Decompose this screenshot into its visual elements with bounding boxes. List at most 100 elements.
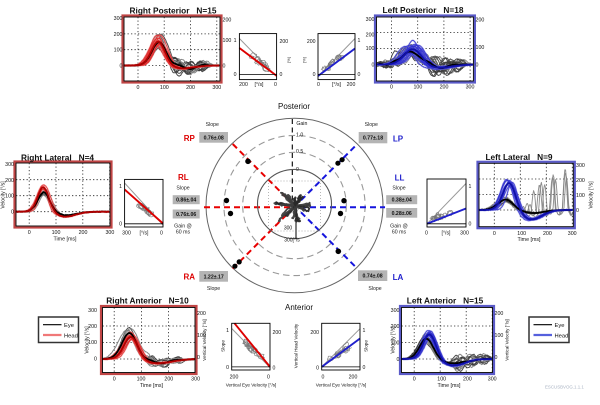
svg-text:100: 100 [160, 85, 169, 91]
svg-text:LA: LA [393, 273, 404, 282]
svg-text:Left Lateral N=9: Left Lateral N=9 [485, 152, 552, 162]
svg-text:Time [ms]: Time [ms] [140, 383, 164, 389]
svg-text:RA: RA [184, 273, 196, 282]
svg-text:300: 300 [5, 162, 14, 168]
svg-text:200: 200 [239, 82, 248, 88]
svg-text:200: 200 [230, 375, 239, 381]
svg-text:0: 0 [576, 208, 579, 214]
svg-text:100: 100 [576, 193, 585, 199]
svg-text:Slope: Slope [392, 186, 405, 192]
svg-text:LP: LP [393, 134, 404, 143]
svg-text:100: 100 [366, 46, 375, 52]
svg-text:200: 200 [307, 39, 316, 45]
svg-text:300: 300 [88, 308, 97, 314]
svg-text:Anterior: Anterior [285, 303, 313, 312]
svg-text:0: 0 [223, 64, 226, 70]
svg-text:0: 0 [313, 72, 316, 78]
svg-text:Vertical Velocity [°/s]: Vertical Velocity [°/s] [505, 319, 510, 360]
svg-text:Right Anterior N=10: Right Anterior N=10 [106, 296, 189, 306]
svg-text:100: 100 [88, 340, 97, 346]
svg-text:300: 300 [466, 85, 475, 91]
svg-text:0.38±.04: 0.38±.04 [392, 198, 412, 204]
svg-text:300: 300 [212, 85, 221, 91]
svg-text:Eye: Eye [64, 323, 74, 329]
svg-text:RL: RL [178, 173, 189, 182]
svg-text:200: 200 [79, 230, 88, 236]
svg-text:300: 300 [460, 231, 469, 237]
svg-text:200: 200 [223, 18, 232, 24]
svg-text:0: 0 [197, 355, 200, 361]
svg-text:0: 0 [425, 231, 428, 237]
svg-text:300[°/s: 300[°/s [284, 238, 300, 244]
svg-text:100: 100 [5, 194, 14, 200]
svg-text:200: 200 [273, 330, 282, 336]
svg-text:300: 300 [114, 16, 123, 22]
svg-text:Right Posterior N=15: Right Posterior N=15 [130, 6, 217, 16]
svg-text:0: 0 [317, 82, 320, 88]
svg-text:0: 0 [372, 63, 375, 69]
svg-text:[°/s]: [°/s] [442, 231, 452, 237]
svg-text:LL: LL [395, 174, 405, 183]
svg-text:200: 200 [391, 324, 400, 330]
svg-text:200: 200 [280, 39, 289, 45]
svg-text:ESCUSBVOG.1.1.1: ESCUSBVOG.1.1.1 [545, 385, 584, 390]
svg-text:300: 300 [191, 377, 200, 383]
svg-text:[%]: [%] [302, 57, 307, 63]
svg-text:60 ms: 60 ms [176, 230, 191, 236]
svg-text:1: 1 [119, 184, 122, 190]
svg-text:Slope: Slope [206, 122, 219, 128]
svg-text:Eye: Eye [555, 323, 565, 329]
svg-text:Vertical Eye Velocity [°/s]: Vertical Eye Velocity [°/s] [316, 383, 367, 388]
svg-text:1: 1 [358, 38, 361, 44]
svg-text:200: 200 [347, 82, 356, 88]
svg-text:Velocity [°/s]: Velocity [°/s] [1, 181, 7, 209]
svg-text:1.0: 1.0 [296, 133, 303, 139]
svg-text:100: 100 [413, 85, 422, 91]
svg-text:0.5: 0.5 [296, 149, 303, 155]
svg-text:300: 300 [568, 231, 577, 237]
svg-text:Velocity [°/s]: Velocity [°/s] [85, 326, 91, 354]
svg-text:0.28±.06: 0.28±.06 [392, 211, 412, 217]
svg-text:Slope: Slope [365, 122, 378, 128]
svg-text:Right Lateral N=4: Right Lateral N=4 [21, 153, 94, 163]
svg-text:0: 0 [495, 355, 498, 361]
svg-text:Gain: Gain [296, 121, 307, 127]
svg-text:0: 0 [273, 366, 276, 372]
svg-text:60 ms: 60 ms [392, 230, 407, 236]
svg-text:0: 0 [226, 365, 229, 371]
svg-text:300: 300 [122, 231, 131, 237]
svg-text:0: 0 [322, 375, 325, 381]
svg-text:Slope: Slope [368, 286, 381, 292]
svg-text:0: 0 [358, 72, 361, 78]
svg-text:0: 0 [413, 377, 416, 383]
svg-text:200: 200 [576, 178, 585, 184]
svg-text:100: 100 [197, 333, 206, 339]
svg-text:300: 300 [366, 17, 375, 23]
svg-text:Posterior: Posterior [278, 102, 310, 111]
svg-text:300: 300 [391, 308, 400, 314]
svg-text:200: 200 [495, 311, 504, 317]
svg-text:Vertical Head Velocity: Vertical Head Velocity [294, 323, 299, 368]
svg-text:200: 200 [5, 178, 14, 184]
svg-text:0: 0 [274, 82, 277, 88]
svg-text:0: 0 [267, 375, 270, 381]
svg-text:Gain @: Gain @ [390, 224, 408, 230]
svg-text:100: 100 [476, 45, 485, 51]
svg-text:0.74±.08: 0.74±.08 [363, 274, 383, 280]
svg-text:Head: Head [64, 333, 78, 339]
svg-text:RP: RP [184, 134, 196, 143]
svg-text:200: 200 [366, 33, 375, 39]
svg-text:0.77±.18: 0.77±.18 [363, 136, 383, 142]
svg-text:0: 0 [363, 365, 366, 371]
svg-text:0: 0 [137, 85, 140, 91]
svg-text:0: 0 [397, 357, 400, 363]
svg-text:300: 300 [576, 163, 585, 169]
svg-text:0: 0 [119, 222, 122, 228]
svg-text:Time [ms]: Time [ms] [53, 237, 77, 243]
svg-text:[°/s]: [°/s] [255, 82, 265, 88]
svg-text:0: 0 [390, 85, 393, 91]
svg-text:Slope: Slope [207, 286, 220, 292]
svg-text:0: 0 [11, 210, 14, 216]
svg-text:100: 100 [137, 377, 146, 383]
svg-text:0: 0 [160, 231, 163, 237]
